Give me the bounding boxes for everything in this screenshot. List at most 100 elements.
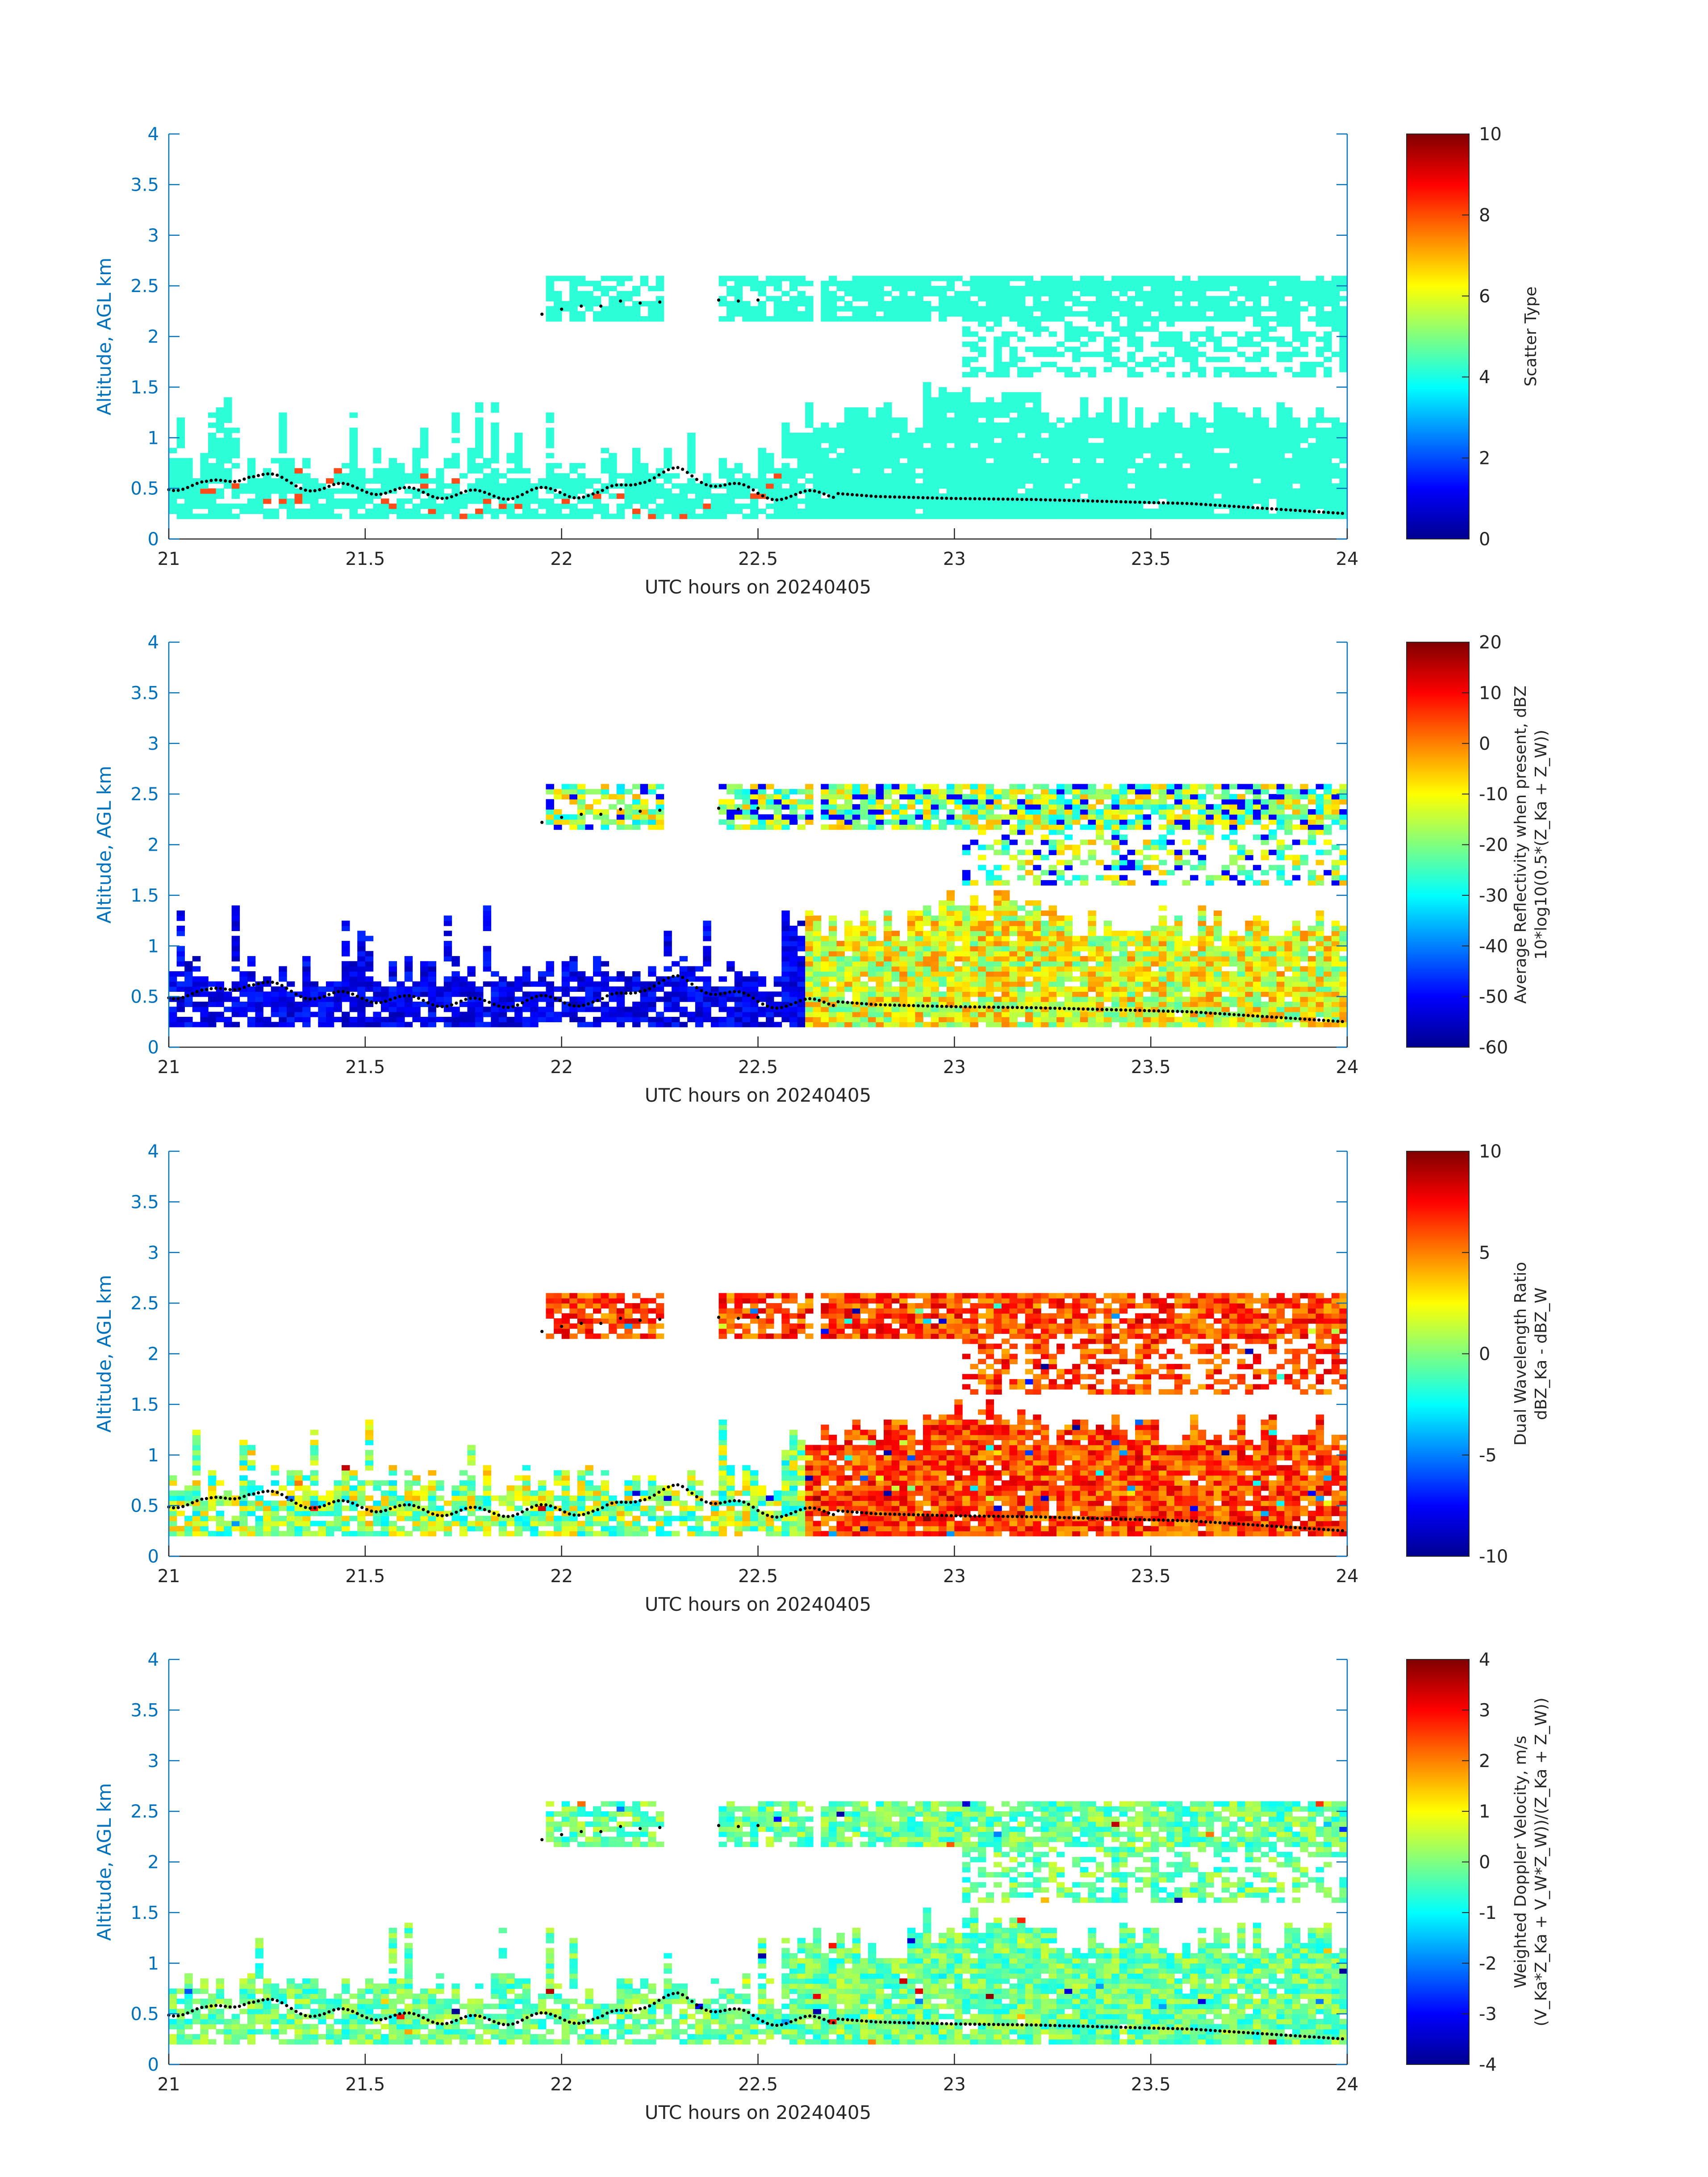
heatmap-cell (939, 427, 947, 433)
heatmap-cell (939, 301, 947, 307)
heatmap-cell (169, 483, 177, 489)
heatmap-cell (1339, 432, 1348, 438)
cloud-base-dot (393, 488, 397, 492)
heatmap-cell (946, 986, 955, 992)
heatmap-cell (923, 1022, 931, 1028)
heatmap-cell (907, 1011, 916, 1017)
heatmap-cell (1174, 509, 1183, 514)
heatmap-cell (530, 1022, 539, 1028)
heatmap-cell (773, 824, 782, 830)
heatmap-cell (255, 1022, 263, 1028)
heatmap-cell (986, 453, 994, 459)
heatmap-cell (577, 488, 586, 494)
heatmap-cell (443, 458, 452, 464)
heatmap-cell (404, 509, 413, 514)
heatmap-cell (939, 976, 947, 982)
heatmap-cell (821, 498, 829, 504)
heatmap-cell (907, 976, 916, 982)
heatmap-cell (601, 824, 609, 830)
heatmap-cell (931, 961, 939, 967)
heatmap-cell (907, 931, 916, 936)
heatmap-cell (593, 789, 601, 794)
heatmap-cell (632, 976, 641, 982)
heatmap-cell (1182, 443, 1190, 448)
heatmap-cell (294, 1017, 303, 1023)
heatmap-cell (554, 794, 562, 800)
cloud-base-dot (337, 482, 340, 485)
heatmap-cell (475, 427, 484, 433)
heatmap-cell (1057, 291, 1065, 297)
heatmap-cell (1143, 291, 1151, 297)
heatmap-cell (1221, 483, 1230, 489)
heatmap-cell (939, 936, 947, 941)
heatmap-cell (946, 447, 955, 453)
cloud-base-dot (346, 482, 350, 486)
heatmap-cell (718, 280, 727, 286)
heatmap-cell (954, 453, 963, 459)
heatmap-cell (899, 961, 908, 967)
heatmap-cell (687, 503, 696, 509)
heatmap-cell (1245, 468, 1253, 474)
heatmap-cell (1001, 412, 1010, 418)
heatmap-cell (891, 503, 900, 509)
heatmap-cell (710, 1017, 719, 1023)
heatmap-cell (821, 991, 829, 997)
heatmap-cell (200, 463, 209, 468)
heatmap-cell (286, 1002, 295, 1007)
heatmap-cell (1001, 432, 1010, 438)
heatmap-cell (601, 981, 609, 987)
heatmap-cell (310, 991, 319, 997)
heatmap-cell (1308, 498, 1316, 504)
heatmap-cell (821, 946, 829, 952)
heatmap-cell (687, 483, 696, 489)
heatmap-cell (727, 316, 735, 322)
heatmap-cell (1127, 276, 1136, 281)
heatmap-cell (821, 438, 829, 443)
cloud-base-dot (1199, 502, 1203, 506)
heatmap-cell (388, 1022, 397, 1028)
heatmap-cell (860, 1022, 869, 1028)
heatmap-cell (609, 986, 617, 992)
heatmap-cell (1174, 447, 1183, 453)
heatmap-cell (192, 514, 201, 519)
heatmap-cell (1151, 432, 1159, 438)
heatmap-cell (1261, 321, 1269, 327)
heatmap-cell (1292, 306, 1301, 312)
heatmap-cell (632, 514, 641, 519)
heatmap-cell (797, 447, 806, 453)
heatmap-cell (939, 925, 947, 931)
heatmap-cell (931, 789, 939, 794)
heatmap-cell (443, 931, 452, 936)
heatmap-cell (1088, 280, 1096, 286)
heatmap-cell (915, 276, 923, 281)
heatmap-cell (1331, 463, 1340, 468)
heatmap-cell (931, 427, 939, 433)
heatmap-cell (443, 915, 452, 921)
heatmap-cell (1229, 427, 1238, 433)
heatmap-cell (962, 509, 971, 514)
heatmap-cell (844, 1022, 853, 1028)
heatmap-cell (561, 488, 570, 494)
heatmap-cell (939, 910, 947, 916)
heatmap-cell (727, 286, 735, 292)
heatmap-cell (1245, 311, 1253, 317)
heatmap-cell (828, 1011, 837, 1017)
heatmap-cell (891, 976, 900, 982)
heatmap-cell (648, 488, 656, 494)
heatmap-cell (1127, 367, 1136, 372)
heatmap-cell (978, 514, 986, 519)
cloud-base-dot (1100, 500, 1104, 503)
heatmap-cell (1206, 453, 1214, 459)
heatmap-cell (263, 498, 271, 504)
heatmap-cell (1206, 336, 1214, 342)
heatmap-cell (734, 1017, 743, 1023)
heatmap-cell (546, 514, 554, 519)
heatmap-cell (1033, 331, 1041, 337)
heatmap-cell (1057, 276, 1065, 281)
heatmap-cell (1151, 276, 1159, 281)
heatmap-cell (1103, 509, 1112, 514)
heatmap-cell (1174, 280, 1183, 286)
heatmap-cell (962, 514, 971, 519)
heatmap-cell (491, 996, 499, 1002)
heatmap-cell (860, 473, 869, 479)
